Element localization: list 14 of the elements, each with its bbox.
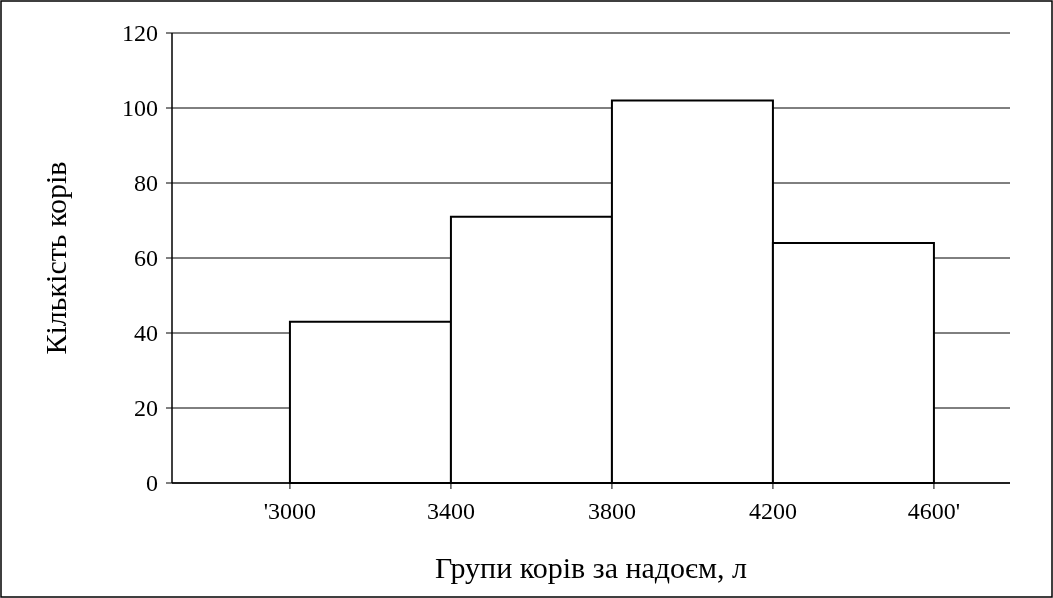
x-tick-label: 4600' bbox=[907, 498, 961, 524]
y-axis-title: Кількість корів bbox=[39, 161, 72, 355]
y-tick-label: 100 bbox=[122, 95, 158, 122]
y-tick-label: 40 bbox=[134, 320, 158, 347]
x-axis-title: Групи корів за надоєм, л bbox=[435, 551, 747, 584]
x-tick-label: 3400 bbox=[426, 498, 475, 524]
y-tick-label: 80 bbox=[134, 170, 158, 197]
x-tick-label: 4200 bbox=[748, 498, 797, 524]
y-tick-label: 0 bbox=[146, 470, 158, 497]
x-tick-label: '3000 bbox=[263, 498, 317, 524]
y-tick-label: 120 bbox=[122, 20, 158, 47]
x-tick-label: 3800 bbox=[587, 498, 636, 524]
y-tick-label: 60 bbox=[134, 245, 158, 272]
y-tick-label: 20 bbox=[134, 395, 158, 422]
